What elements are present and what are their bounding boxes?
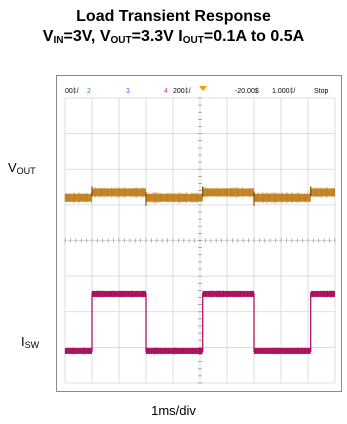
ch1-scale-text: 00‡/	[65, 88, 79, 95]
chart-title: Load Transient Response	[76, 8, 271, 25]
ch4-indicator: 4	[164, 88, 168, 95]
series-label-isw: ISW	[21, 334, 40, 350]
ch2-indicator: 2	[87, 88, 91, 95]
oscilloscope-plot: 00‡/ 2 3 4 200‡/ -20.00$ 1.000‡/ Stop	[57, 76, 341, 391]
isw-trace-segment	[92, 290, 146, 297]
chart-subtitle: VIN=3V, VOUT=3.3V IOUT=0.1A to 0.5A	[0, 28, 347, 46]
vout-trace-segment	[254, 193, 311, 202]
iout-label: IOUT=0.1A to 0.5A	[178, 28, 305, 46]
isw-trace-segment	[254, 347, 311, 354]
ch3-indicator: 3	[126, 88, 130, 95]
vout-trace-segment	[65, 193, 92, 202]
ch4-scale-text: 200‡/	[173, 88, 191, 95]
oscilloscope-frame: 00‡/ 2 3 4 200‡/ -20.00$ 1.000‡/ Stop	[56, 75, 342, 392]
isw-trace-segment	[202, 290, 254, 297]
trigger-marker-icon	[199, 86, 207, 91]
isw-trace-segment	[310, 290, 335, 297]
vout-trace-segment	[146, 193, 203, 202]
time-scale-text: 1.000‡/	[272, 88, 295, 95]
x-axis-label: 1ms/div	[151, 403, 196, 418]
series-label-vout: VOUT	[8, 160, 36, 176]
scope-header: 00‡/ 2 3 4 200‡/ -20.00$ 1.000‡/ Stop	[65, 86, 329, 95]
traces	[64, 186, 335, 355]
vout-trace-segment	[202, 188, 254, 197]
vout-trace-segment	[92, 188, 146, 197]
vin-label: VIN=3V,	[42, 28, 100, 46]
grid	[64, 97, 336, 384]
isw-trace-segment	[146, 347, 203, 354]
isw-trace-segment	[65, 347, 92, 354]
time-offset-text: -20.00$	[235, 88, 259, 95]
run-state-text: Stop	[314, 88, 329, 95]
vout-label: VOUT=3.3V	[99, 28, 179, 46]
